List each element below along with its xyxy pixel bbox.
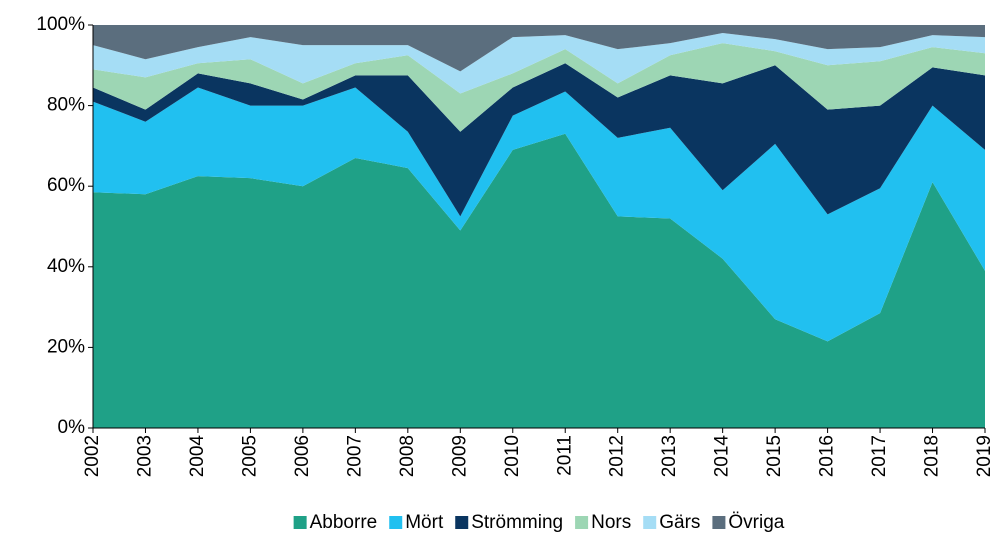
area bbox=[93, 87, 985, 342]
x-tick-label: 2015 bbox=[764, 435, 785, 477]
legend-label: Gärs bbox=[659, 512, 700, 533]
x-tick-label: 2016 bbox=[817, 435, 838, 477]
x-tick-label: 2014 bbox=[712, 435, 733, 478]
area bbox=[93, 43, 985, 132]
legend: Abborre Mört Strömming Nors Gärs Övriga bbox=[293, 512, 785, 533]
legend-label: Övriga bbox=[728, 512, 784, 533]
x-tick-label: 2013 bbox=[659, 435, 680, 477]
x-tick-label: 2008 bbox=[397, 435, 418, 477]
area bbox=[93, 133, 985, 428]
legend-swatch bbox=[712, 516, 726, 529]
legend-swatch bbox=[575, 516, 589, 529]
x-tick-label: 2009 bbox=[449, 435, 470, 477]
legend-label: Nors bbox=[591, 512, 631, 533]
x-tick-label: 2017 bbox=[869, 435, 890, 477]
y-tick-label: 100% bbox=[36, 14, 85, 35]
legend-label: Abborre bbox=[310, 512, 378, 533]
y-tick-label: 40% bbox=[47, 256, 85, 277]
area bbox=[93, 25, 985, 72]
area bbox=[93, 63, 985, 217]
legend-label: Strömming bbox=[471, 512, 563, 533]
x-tick-label: 2010 bbox=[502, 435, 523, 477]
legend-swatch bbox=[455, 516, 469, 529]
x-tick-label: 2004 bbox=[187, 435, 208, 478]
x-tick-label: 2006 bbox=[292, 435, 313, 477]
x-tick-label: 2018 bbox=[922, 435, 943, 477]
x-tick-label: 2012 bbox=[607, 435, 628, 477]
x-tick-label: 2019 bbox=[974, 435, 993, 477]
x-tick-label: 2007 bbox=[344, 435, 365, 477]
legend-swatch bbox=[643, 516, 657, 529]
x-tick-label: 2005 bbox=[239, 435, 260, 477]
area bbox=[93, 33, 985, 94]
x-tick-label: 2003 bbox=[134, 435, 155, 477]
y-tick-label: 80% bbox=[47, 95, 85, 116]
legend-swatch bbox=[389, 516, 403, 529]
y-tick-label: 0% bbox=[58, 417, 86, 438]
legend-swatch bbox=[293, 516, 307, 529]
y-tick-label: 60% bbox=[47, 175, 85, 196]
x-tick-label: 2011 bbox=[554, 435, 575, 476]
legend-label: Mört bbox=[405, 512, 444, 533]
x-tick-label: 2002 bbox=[82, 435, 103, 477]
y-tick-label: 20% bbox=[47, 336, 85, 357]
